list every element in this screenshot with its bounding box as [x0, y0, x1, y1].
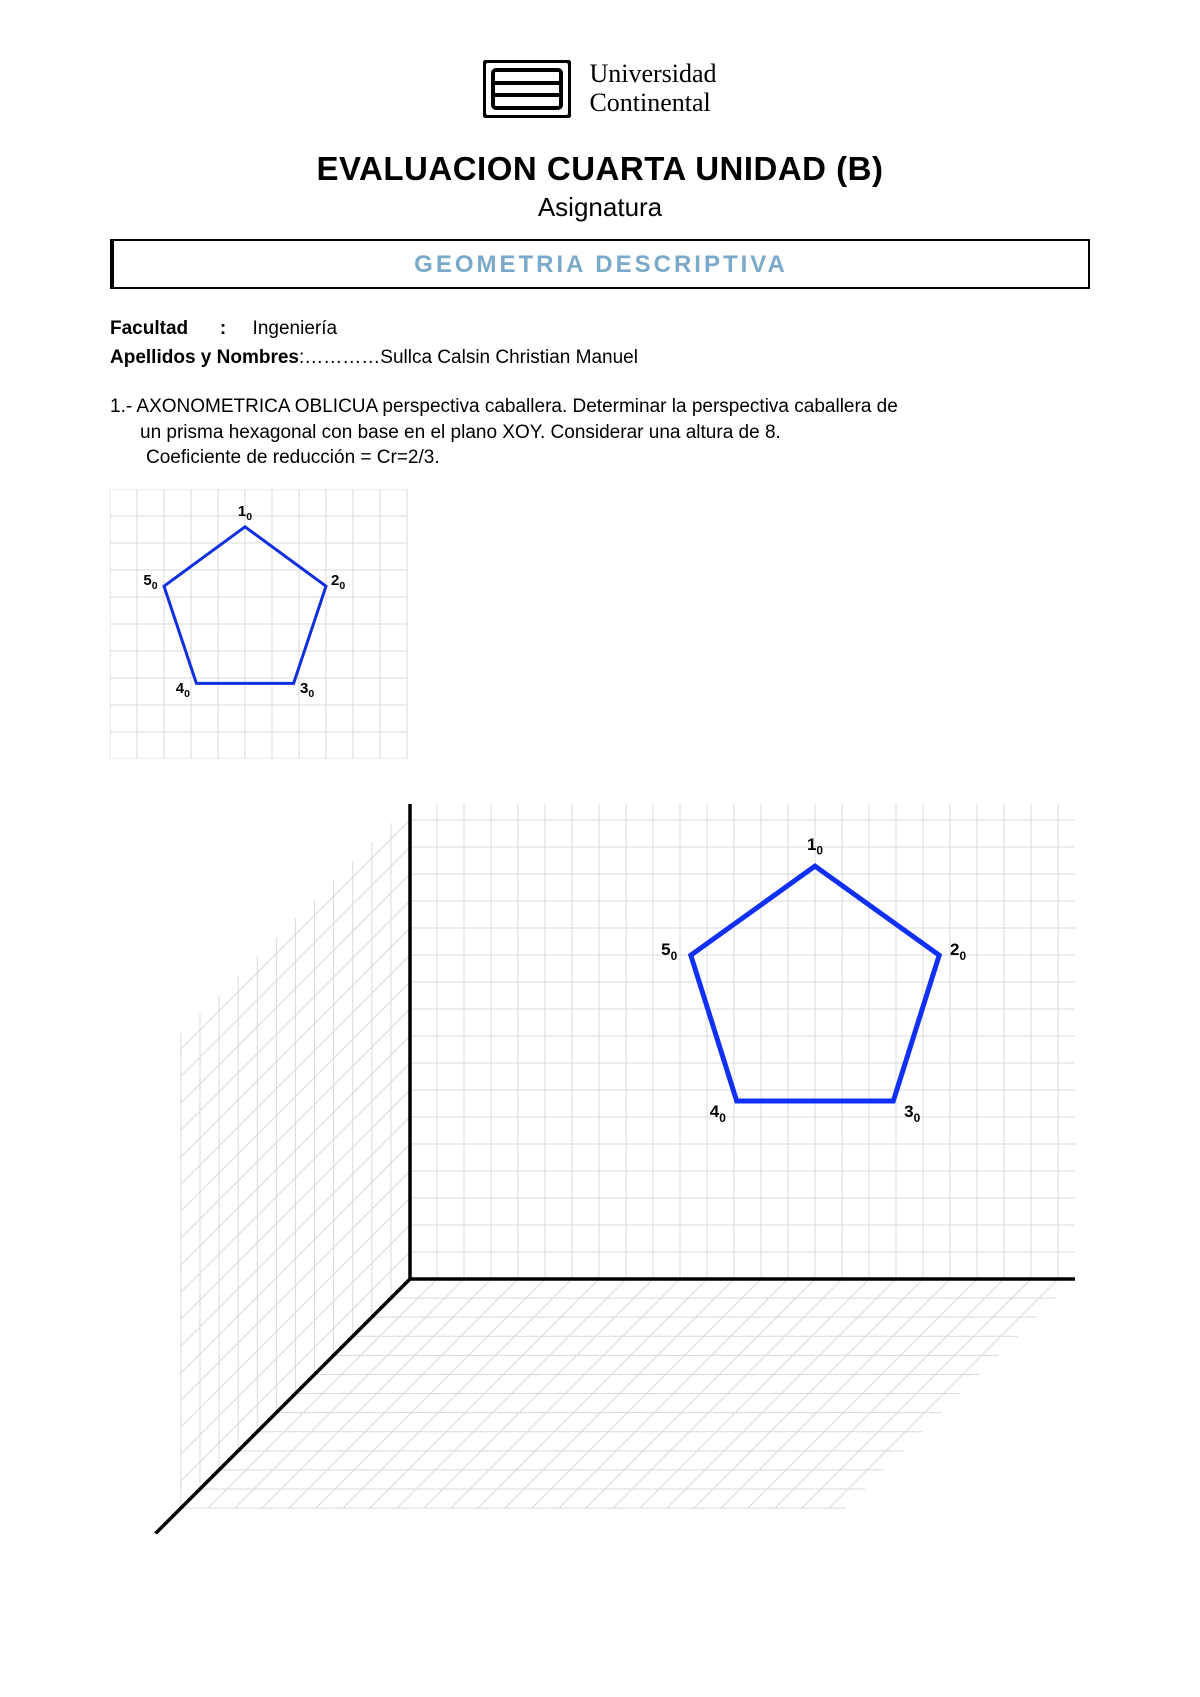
q1-line1: AXONOMETRICA OBLICUA perspectiva caballe… — [136, 396, 897, 417]
q1-line2: un prisma hexagonal con base en el plano… — [110, 420, 1090, 446]
q1-number: 1.- — [110, 396, 132, 417]
svg-text:30: 30 — [904, 1102, 920, 1125]
faculty-sep: : — [220, 318, 226, 339]
course-box: GEOMETRIA DESCRIPTIVA — [110, 239, 1090, 289]
figure-large-axonometric: 1020304050 — [110, 794, 1085, 1534]
document-subtitle: Asignatura — [110, 192, 1090, 223]
q1-line3: Coeficiente de reducción = Cr=2/3. — [110, 445, 1090, 471]
university-logo-row: Universidad Continental — [110, 60, 1090, 118]
university-logo-icon — [483, 60, 571, 118]
question-1: 1.- AXONOMETRICA OBLICUA perspectiva cab… — [110, 394, 1090, 471]
university-name-l1: Universidad — [589, 60, 716, 89]
faculty-value: Ingeniería — [253, 318, 338, 339]
document-title: EVALUACION CUARTA UNIDAD (B) — [110, 150, 1090, 188]
university-name-l2: Continental — [589, 89, 716, 118]
names-sep: :………… — [299, 347, 380, 368]
svg-text:20: 20 — [950, 940, 966, 963]
names-value: Sullca Calsin Christian Manuel — [380, 347, 638, 368]
faculty-label: Facultad — [110, 318, 188, 339]
svg-text:50: 50 — [661, 940, 677, 963]
figure-small-pentagon: 1020304050 — [110, 489, 410, 759]
course-label: GEOMETRIA DESCRIPTIVA — [414, 251, 788, 278]
info-block: Facultad : Ingeniería Apellidos y Nombre… — [110, 315, 1090, 372]
university-name: Universidad Continental — [589, 60, 716, 117]
svg-text:40: 40 — [710, 1102, 726, 1125]
names-label: Apellidos y Nombres — [110, 347, 299, 368]
